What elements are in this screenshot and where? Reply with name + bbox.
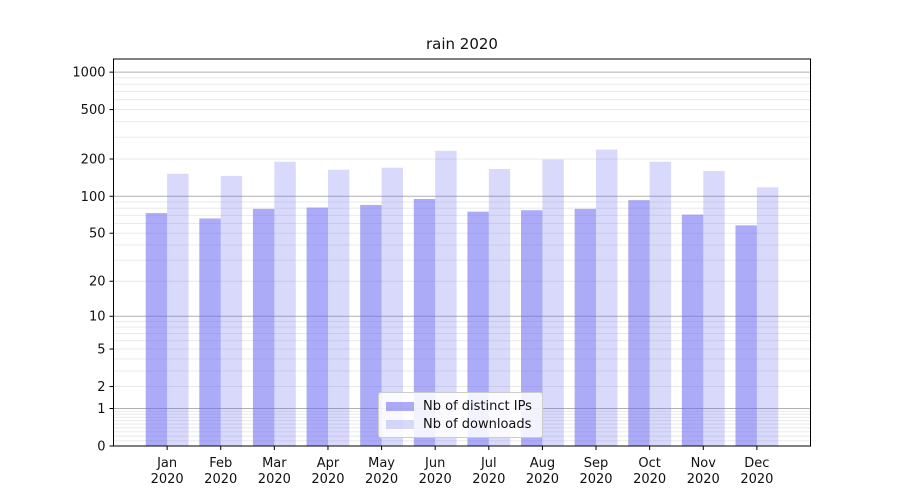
x-tick-label-month: May [368,456,395,471]
x-tick-label-year: 2020 [687,472,720,487]
x-tick-label-year: 2020 [258,472,291,487]
bar-distinct-ips-mar [252,208,275,446]
x-tick-label-year: 2020 [633,472,666,487]
x-tick-label-month: Feb [209,456,232,471]
x-tick-label-month: Jul [480,456,497,471]
x-tick-label-month: Aug [530,456,555,471]
legend-label-downloads: Nb of downloads [423,416,532,432]
legend-label-distinct-ips: Nb of distinct IPs [423,398,532,414]
x-tick-label-year: 2020 [311,472,344,487]
x-tick-label-year: 2020 [526,472,559,487]
x-tick-label-year: 2020 [204,472,237,487]
bar-distinct-ips-dec [735,225,757,446]
legend-swatch-downloads [386,419,414,429]
bar-distinct-ips-jun [413,199,436,446]
bar-distinct-ips-feb [199,218,221,446]
x-tick-label-month: Apr [317,456,340,471]
x-tick-label-year: 2020 [365,472,398,487]
bar-distinct-ips-apr [306,207,328,446]
x-tick-label-month: Mar [262,456,287,471]
bar-distinct-ips-may [360,204,382,446]
bar-downloads-aug [542,159,564,447]
y-tick-label: 50 [89,227,106,242]
bar-downloads-feb [220,175,243,446]
x-tick-label-year: 2020 [151,472,184,487]
bar-distinct-ips-sep [574,208,597,446]
bar-downloads-nov [703,171,725,447]
y-tick-label: 1000 [72,66,105,81]
x-tick-label-year: 2020 [472,472,505,487]
y-tick-label: 10 [89,310,106,325]
bar-distinct-ips-oct [628,200,650,446]
bar-downloads-dec [756,187,779,446]
legend-item: Nb of distinct IPs [386,398,532,414]
x-tick-label-year: 2020 [740,472,773,487]
y-tick-label: 1 [97,402,105,417]
bar-downloads-jun [435,150,457,447]
x-tick-label-month: Jun [424,456,445,471]
legend-item: Nb of downloads [386,416,532,432]
bar-downloads-apr [327,169,350,446]
y-tick-label: 20 [89,275,106,290]
chart-title: rain 2020 [426,35,498,53]
bar-downloads-mar [274,161,296,447]
y-tick-label: 200 [81,153,106,168]
bar-distinct-ips-jul [467,211,489,446]
plot-border [113,58,811,447]
x-tick-label-year: 2020 [419,472,452,487]
bar-distinct-ips-aug [521,210,543,446]
y-tick-label: 500 [81,103,106,118]
bar-downloads-may [381,167,403,446]
y-tick-label: 2 [97,380,105,395]
bar-downloads-jan [167,173,189,446]
bar-downloads-sep [596,149,618,446]
x-tick-label-month: Sep [584,456,609,471]
x-tick-label-month: Dec [744,456,769,471]
x-tick-label-month: Nov [691,456,717,471]
y-tick-label: 0 [97,440,105,455]
x-tick-label-month: Oct [638,456,660,471]
bar-distinct-ips-jan [145,213,168,446]
bar-downloads-jul [488,169,511,446]
legend: Nb of distinct IPs Nb of downloads [378,392,543,438]
bar-downloads-oct [649,161,672,447]
legend-swatch-distinct-ips [386,401,414,411]
bar-distinct-ips-nov [681,214,704,446]
x-tick-label-year: 2020 [579,472,612,487]
x-tick-label-month: Jan [156,456,177,471]
y-tick-label: 5 [97,343,105,358]
y-tick-label: 100 [81,190,106,205]
